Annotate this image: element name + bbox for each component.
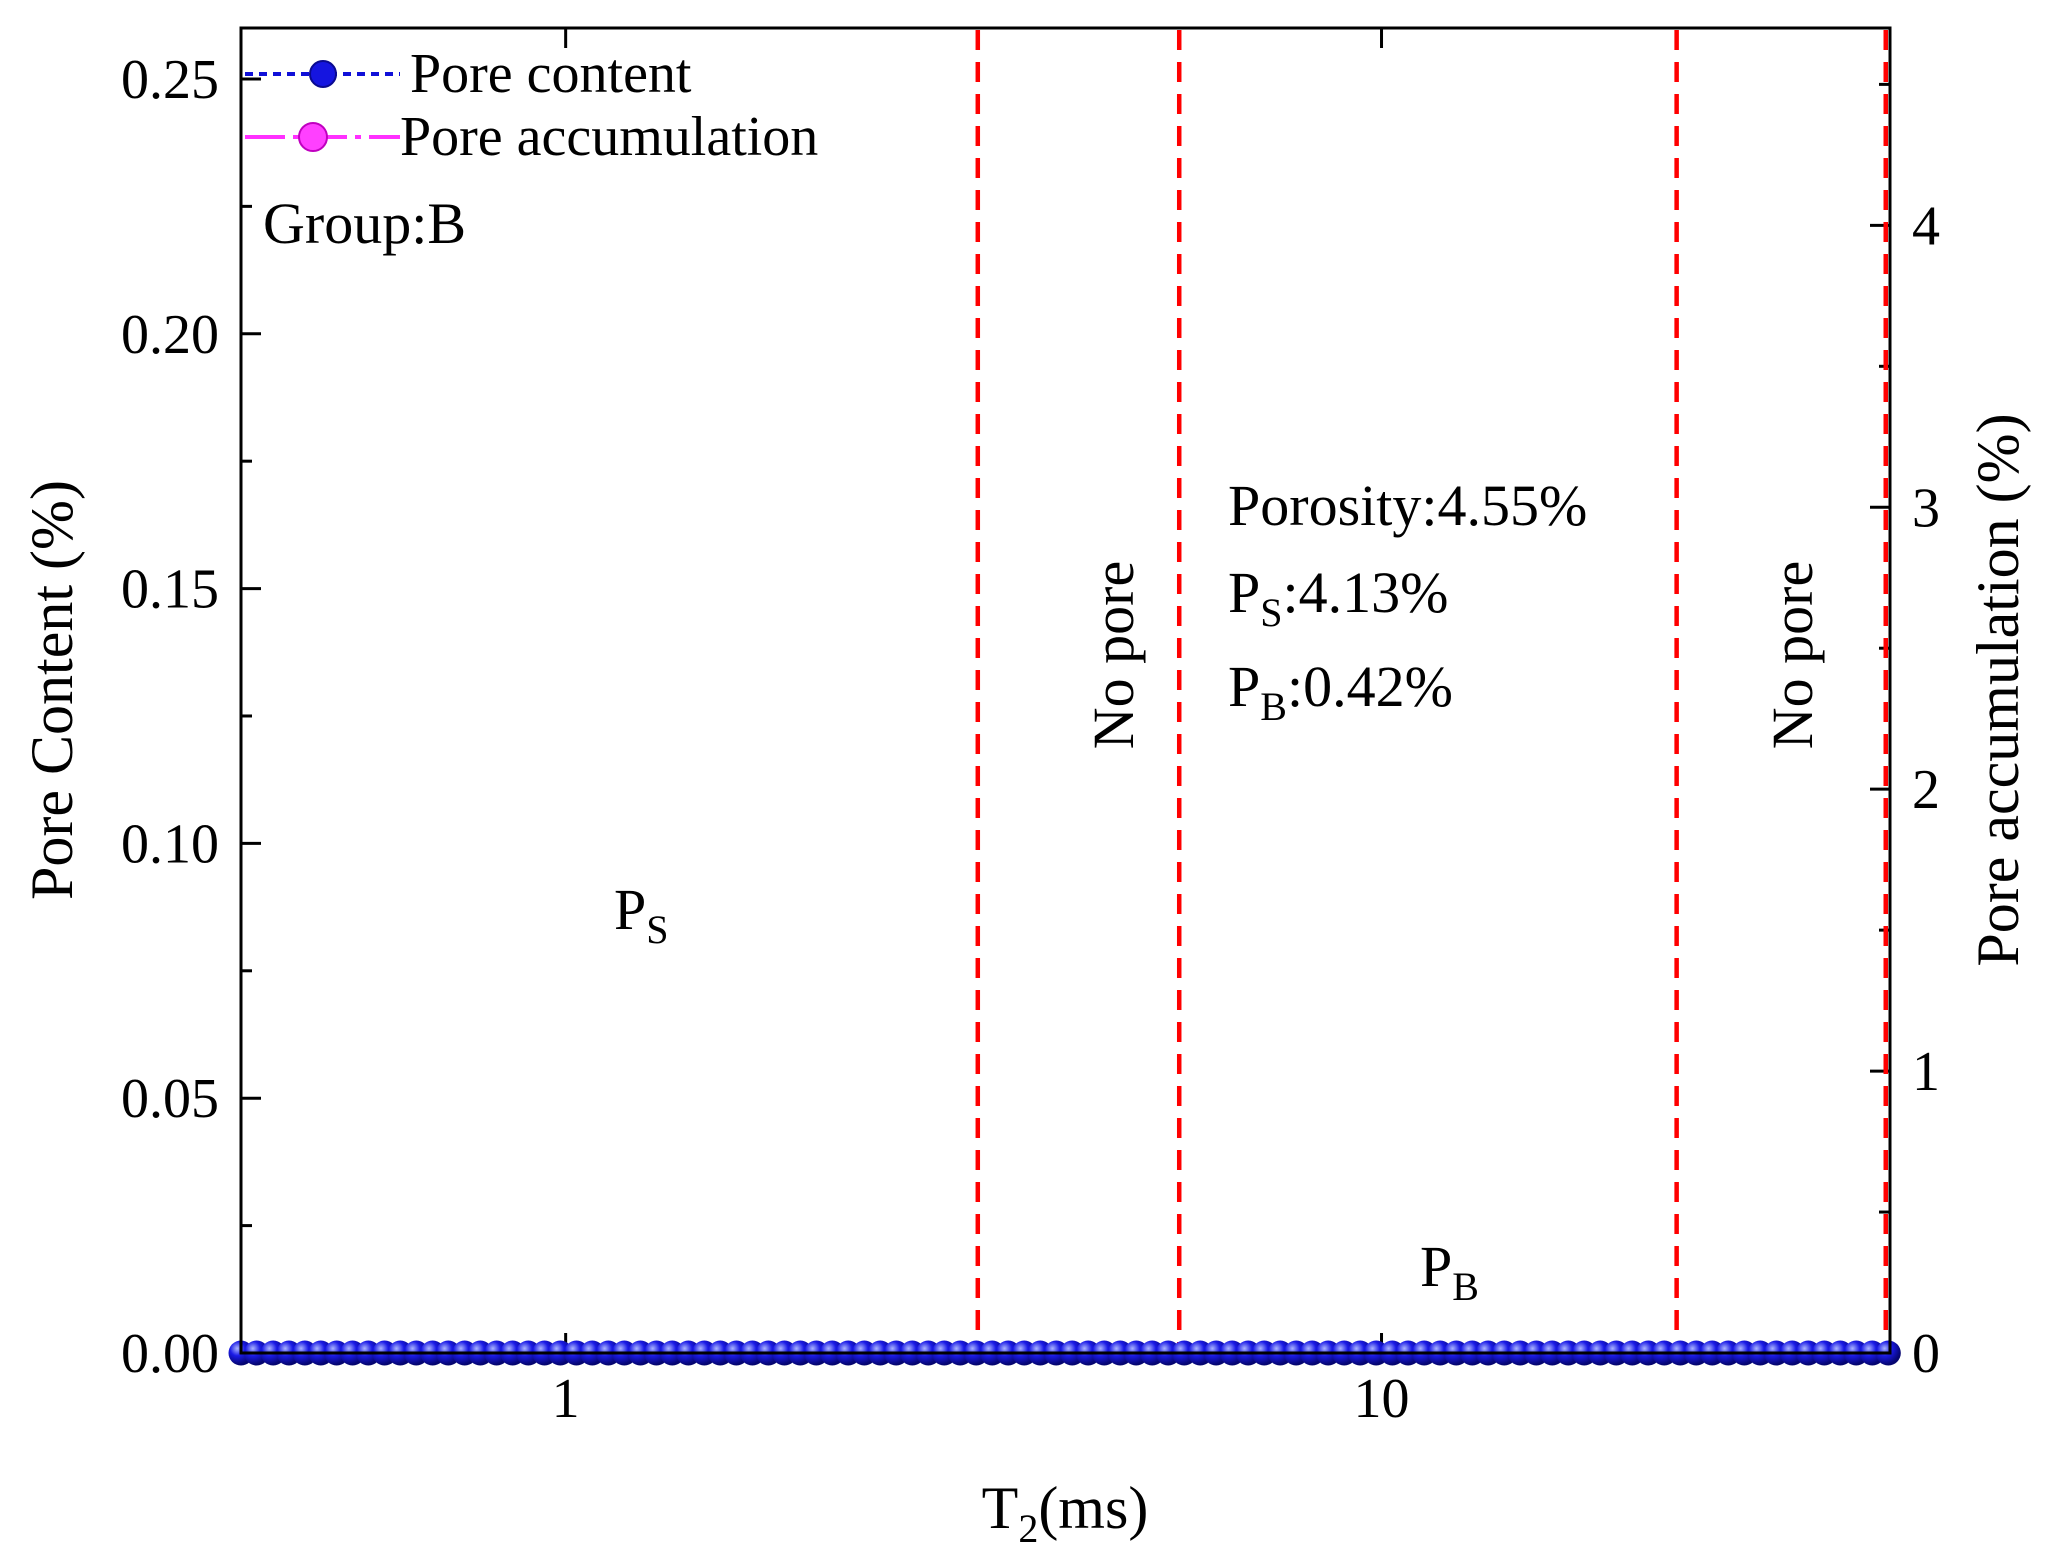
no-pore-label-2: No pore (1760, 561, 1825, 749)
pb-value-label: PB:0.42% (1228, 654, 1453, 729)
y-right-tick-label: 2 (1912, 759, 1940, 821)
ps-peak-label: PS (614, 877, 669, 952)
group-label: Group:B (263, 191, 466, 256)
y-axis-right-title: Pore accumulation (%) (1965, 413, 2031, 966)
legend-pore-content-marker (309, 60, 337, 88)
plot-frame (239, 26, 1892, 1355)
ps-value-label: PS:4.13% (1228, 560, 1448, 635)
pore-content-points (228, 1340, 1901, 1366)
y-left-tick-label: 0.00 (121, 1323, 219, 1385)
x-axis-title-main: T (982, 1475, 1019, 1541)
y-right-tick-label: 4 (1912, 195, 1940, 257)
legend-pore-content-label: Pore content (410, 43, 692, 105)
y-right-tick-label: 1 (1912, 1041, 1940, 1103)
legend: Pore content Pore accumulation (245, 43, 818, 168)
x-axis-title: T2(ms) (982, 1475, 1149, 1551)
axis-ticks (241, 28, 1890, 1355)
y-left-tick-label: 0.20 (121, 304, 219, 366)
no-pore-label-1: No pore (1081, 561, 1146, 749)
porosity-label: Porosity:4.55% (1228, 473, 1587, 538)
reference-lines (975, 30, 1889, 1351)
x-tick-label: 1 (552, 1368, 580, 1430)
x-axis-title-sub: 2 (1018, 1506, 1038, 1551)
y-left-tick-label: 0.05 (121, 1068, 219, 1130)
tick-labels: 1 10 0.00 0.05 0.10 0.15 0.20 0.25 0 1 2 3 4 (121, 49, 1940, 1430)
legend-pore-accumulation-marker (298, 122, 328, 152)
y-left-tick-label: 0.25 (121, 49, 219, 111)
legend-pore-accumulation-label: Pore accumulation (400, 106, 818, 168)
x-tick-label: 10 (1354, 1368, 1410, 1430)
y-left-tick-label: 0.10 (121, 813, 219, 875)
pb-peak-label: PB (1420, 1234, 1479, 1309)
y-left-tick-label: 0.15 (121, 559, 219, 621)
y-axis-left-title: Pore Content (%) (19, 480, 85, 900)
y-right-tick-label: 0 (1912, 1323, 1940, 1385)
x-axis-title-rest: (ms) (1038, 1475, 1148, 1541)
y-right-tick-label: 3 (1912, 477, 1940, 539)
